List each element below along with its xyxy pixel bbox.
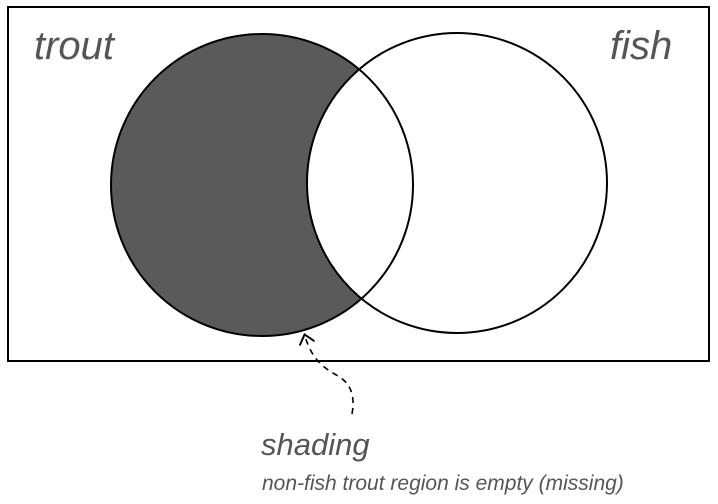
callout-arrow: [305, 336, 354, 415]
shading-title: shading: [261, 427, 370, 462]
fish-label: fish: [610, 24, 672, 68]
fish-circle-outline: [306, 32, 608, 334]
trout-circle-outline: [110, 33, 414, 337]
trout-label: trout: [34, 24, 116, 68]
overlap-region: [307, 34, 413, 333]
shading-caption: non-fish trout region is empty (missing): [262, 472, 624, 495]
